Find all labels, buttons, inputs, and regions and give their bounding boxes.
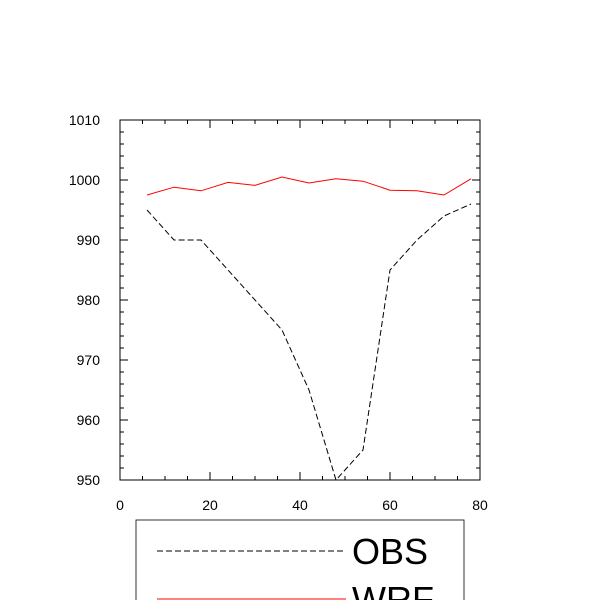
- y-tick-label: 980: [77, 292, 101, 308]
- y-tick-label: 1010: [69, 112, 100, 128]
- y-tick-label: 950: [77, 472, 101, 488]
- y-tick-label: 960: [77, 412, 101, 428]
- legend-label-wrf: WRF: [352, 579, 434, 600]
- legend: OBS WRF: [135, 519, 465, 600]
- x-tick-label: 60: [382, 497, 398, 513]
- x-tick-label: 0: [116, 497, 124, 513]
- series-line-wrf: [146, 176, 472, 196]
- y-tick-label: 1000: [69, 172, 100, 188]
- x-tick-label: 20: [202, 497, 218, 513]
- y-tick-label: 990: [77, 232, 101, 248]
- series-layer: [146, 176, 472, 481]
- ticks-layer: 0 20 40 60 80 950 960 970 980 990 1000 1010: [69, 112, 488, 513]
- legend-label-obs: OBS: [352, 531, 428, 572]
- plot-frame: [119, 119, 481, 481]
- x-tick-label: 40: [292, 497, 308, 513]
- legend-box: [135, 519, 465, 600]
- y-tick-label: 970: [77, 352, 101, 368]
- x-tick-label: 80: [472, 497, 488, 513]
- series-line-obs: [146, 203, 472, 481]
